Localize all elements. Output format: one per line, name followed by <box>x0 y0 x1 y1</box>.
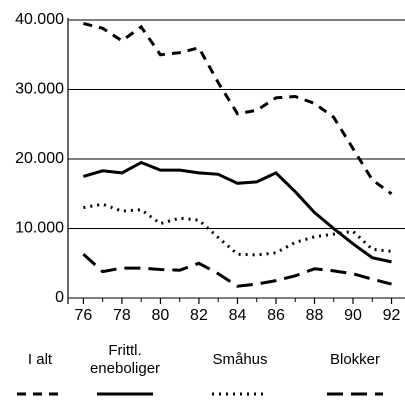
series-line <box>83 202 392 257</box>
series-line <box>83 22 393 196</box>
legend-item: I alt <box>5 340 75 403</box>
x-tick-label: 84 <box>229 307 247 324</box>
x-tick-label: 80 <box>152 307 170 324</box>
x-tick-label: 90 <box>344 307 362 324</box>
legend-swatch <box>17 392 63 396</box>
legend-item: Frittl. eneboliger <box>85 340 165 403</box>
legend-label: Småhus <box>212 351 268 368</box>
y-tick-label: 20.000 <box>15 150 64 167</box>
legend-label: Blokker <box>329 351 381 368</box>
legend-swatch <box>97 392 153 396</box>
x-tick-label: 76 <box>75 307 93 324</box>
y-tick-label: 0 <box>55 289 64 306</box>
legend-swatch <box>212 392 268 396</box>
legend-item: Blokker <box>315 340 395 403</box>
y-tick-label: 40.000 <box>15 11 64 28</box>
legend-item: Småhus <box>200 340 280 403</box>
y-tick-label: 30.000 <box>15 81 64 98</box>
x-tick-label: 78 <box>113 307 131 324</box>
series-line <box>82 160 392 264</box>
series-line <box>82 253 392 288</box>
legend-swatch <box>327 392 383 396</box>
legend-label: Frittl. eneboliger <box>89 342 161 377</box>
x-tick-label: 86 <box>267 307 285 324</box>
chart: 0 10.000 20.000 30.000 40.000 76 78 80 82 84 86 88 9… <box>15 11 405 324</box>
y-tick-label: 10.000 <box>15 220 64 237</box>
x-tick-label: 92 <box>383 307 401 324</box>
legend-label: I alt <box>27 351 53 368</box>
x-tick-label: 88 <box>306 307 324 324</box>
x-tick-label: 82 <box>190 307 208 324</box>
